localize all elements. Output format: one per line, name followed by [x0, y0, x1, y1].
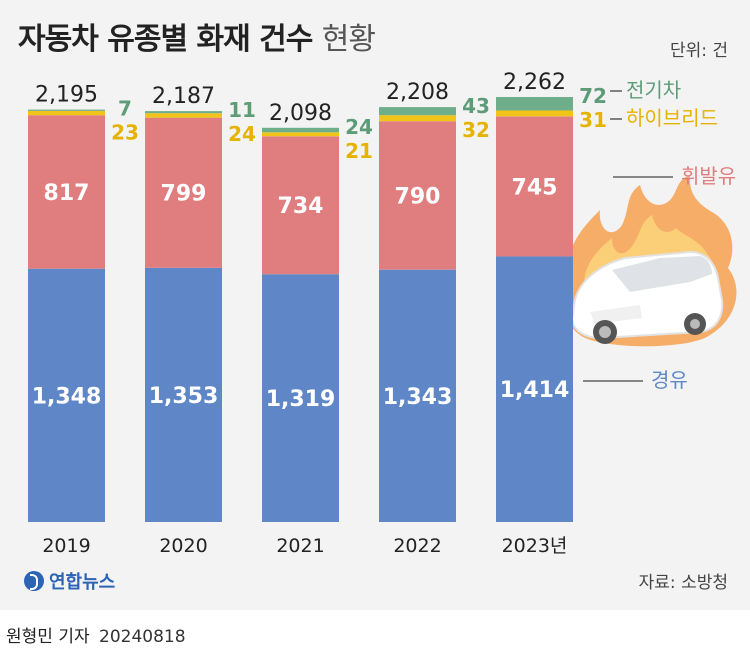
bars-layer: [28, 97, 573, 522]
legend-label-electric: 전기차: [626, 78, 681, 102]
bar-electric-3: [379, 107, 456, 116]
category-label-1: 2020: [159, 535, 207, 557]
byline: 원형민 기자 20240818: [6, 622, 186, 647]
value-label-diesel-4: 1,414: [500, 378, 570, 403]
logo-text: 연합뉴스: [49, 572, 116, 593]
bar-hybrid-1: [145, 113, 222, 118]
source-label: 자료: 소방청: [638, 573, 728, 593]
bar-diesel-4: [496, 256, 573, 522]
title-main: 자동차 유종별 화재 건수: [18, 22, 313, 57]
labels-layer: 1,3488172,19523720191,3537992,1872411202…: [32, 70, 737, 557]
category-label-2: 2021: [276, 535, 324, 557]
bar-hybrid-0: [28, 110, 105, 116]
value-label-electric-3: 43: [462, 94, 490, 118]
value-label-gasoline-1: 799: [161, 182, 207, 207]
value-label-diesel-3: 1,343: [383, 385, 453, 410]
publish-date: 20240818: [99, 627, 186, 647]
page-title: 자동차 유종별 화재 건수 현황: [18, 14, 376, 58]
value-label-gasoline-3: 790: [395, 185, 441, 210]
value-label-hybrid-1: 24: [228, 122, 256, 146]
value-label-electric-1: 11: [228, 98, 256, 122]
value-label-electric-0: 7: [118, 97, 132, 121]
value-label-diesel-2: 1,319: [266, 387, 336, 412]
total-label-1: 2,187: [152, 84, 215, 109]
bar-gasoline-3: [379, 121, 456, 270]
value-label-gasoline-0: 817: [44, 181, 90, 206]
bar-gasoline-0: [28, 115, 105, 269]
total-label-2: 2,098: [269, 101, 332, 126]
bar-electric-0: [28, 109, 105, 111]
value-label-hybrid-0: 23: [111, 121, 139, 145]
legend-label-diesel: 경유: [651, 368, 688, 392]
total-label-4: 2,262: [503, 70, 566, 95]
car-icon: [570, 250, 724, 344]
bar-hybrid-3: [379, 115, 456, 122]
bar-electric-2: [262, 127, 339, 133]
value-label-gasoline-4: 745: [512, 175, 558, 200]
logo: 연합뉴스: [24, 568, 115, 594]
burning-car-illustration: [564, 175, 737, 347]
bar-gasoline-2: [262, 136, 339, 275]
infographic-card: 자동차 유종별 화재 건수 현황 단위: 건 1,348 817 2,195 23 7 2…: [0, 0, 750, 610]
total-label-0: 2,195: [35, 83, 98, 108]
title-sub: 현황: [321, 22, 376, 57]
bar-electric-4: [496, 97, 573, 111]
value-label-diesel-0: 1,348: [32, 384, 102, 409]
bar-diesel-1: [145, 267, 222, 522]
legend-label-hybrid: 하이브리드: [626, 106, 718, 130]
bar-diesel-2: [262, 274, 339, 522]
category-label-4: 2023년: [502, 535, 568, 557]
value-label-gasoline-2: 734: [278, 194, 324, 219]
value-label-hybrid-4: 31: [579, 108, 607, 132]
category-label-3: 2022: [393, 535, 441, 557]
bar-diesel-0: [28, 268, 105, 522]
category-label-0: 2019: [42, 535, 90, 557]
bar-diesel-3: [379, 269, 456, 522]
legend-label-gasoline: 휘발유: [681, 164, 736, 188]
bar-gasoline-1: [145, 117, 222, 268]
value-label-hybrid-3: 32: [462, 118, 490, 142]
total-label-3: 2,208: [386, 80, 449, 105]
bar-hybrid-4: [496, 110, 573, 117]
value-label-electric-4: 72: [579, 84, 607, 108]
bar-hybrid-2: [262, 132, 339, 137]
stacked-bar-chart: 1,3488172,19523720191,3537992,1872411202…: [28, 70, 737, 557]
yonhap-logo-icon: [24, 571, 44, 591]
bar-electric-1: [145, 111, 222, 114]
author: 원형민 기자: [6, 627, 90, 647]
value-label-hybrid-2: 21: [345, 139, 373, 163]
bar-gasoline-4: [496, 116, 573, 257]
unit-label: 단위: 건: [669, 41, 728, 61]
value-label-electric-2: 24: [345, 115, 373, 139]
value-label-diesel-1: 1,353: [149, 384, 219, 409]
